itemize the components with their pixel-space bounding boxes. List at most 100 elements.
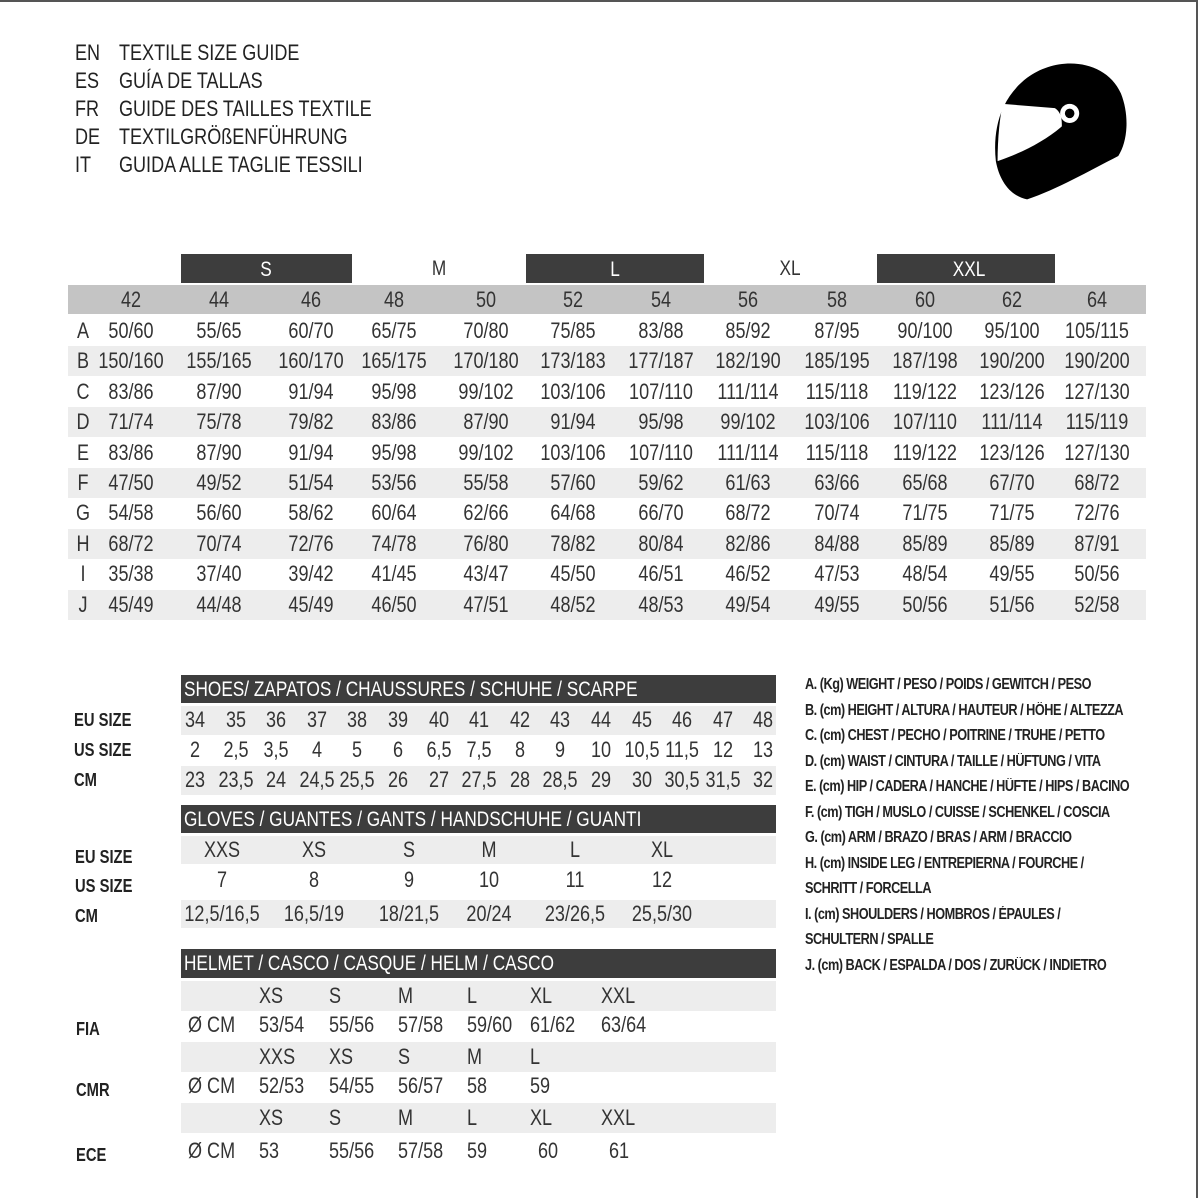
gloves-row-label: CM — [75, 906, 98, 926]
helmet-value: 52/53 — [259, 1073, 305, 1098]
gloves-cell: 10 — [478, 867, 500, 892]
table-cell: 58/62 — [288, 500, 334, 526]
table-cell: 41/45 — [371, 561, 417, 587]
table-cell: 65/75 — [371, 318, 417, 343]
helmet-unit: Ø CM — [188, 1012, 236, 1037]
helmet-value: 57/58 — [398, 1138, 444, 1163]
shoes-cell: 13 — [753, 737, 774, 762]
table-cell: 115/118 — [805, 439, 869, 465]
table-cell: 107/110 — [629, 378, 693, 404]
helmet-size: XS — [329, 1044, 354, 1069]
shoes-cell: 27,5 — [461, 767, 497, 792]
table-cell: 103/106 — [540, 378, 606, 404]
table-cell: 91/94 — [288, 439, 334, 465]
table-cell: 111/114 — [981, 409, 1043, 435]
table-cell: 60/70 — [288, 318, 334, 343]
table-cell: 90/100 — [897, 318, 953, 343]
helmet-size: M — [398, 983, 414, 1008]
table-cell: 119/122 — [893, 378, 957, 404]
size-number: 48 — [383, 287, 405, 312]
shoes-cell: 30 — [631, 767, 652, 792]
table-cell: 48/52 — [550, 591, 596, 617]
helmet-title: HELMET / CASCO / CASQUE / HELM / CASCO — [184, 952, 554, 975]
shoes-cell: 5 — [352, 737, 363, 762]
helmet-value: 59 — [467, 1138, 488, 1163]
size-header-bar — [68, 285, 1146, 314]
gloves-cell: 12,5/16,5 — [184, 901, 260, 926]
table-cell: 115/118 — [805, 378, 869, 404]
helmet-value: 54/55 — [329, 1073, 375, 1098]
size-group-label: XXL — [952, 258, 986, 281]
shoes-cell: 7,5 — [466, 737, 492, 762]
shoes-cell: 34 — [184, 707, 206, 732]
row-label: I — [80, 561, 86, 587]
helmet-size-row-shade — [181, 1103, 776, 1133]
helmet-size: S — [329, 983, 342, 1008]
gloves-cell: XXS — [203, 837, 241, 862]
shoes-cell: 31,5 — [705, 767, 741, 792]
table-cell: 51/54 — [288, 470, 334, 495]
table-cell: 49/55 — [989, 561, 1035, 587]
legend-item: SCHULTERN / SPALLE — [805, 931, 934, 948]
table-cell: 76/80 — [463, 530, 509, 556]
table-cell: 107/110 — [893, 409, 957, 435]
shoes-cell: 36 — [266, 707, 287, 732]
language-code: IT — [75, 152, 92, 177]
gloves-cell: 11 — [565, 867, 585, 892]
helmet-size-row-shade — [181, 1042, 776, 1072]
table-cell: 95/98 — [371, 378, 417, 404]
table-cell: 47/53 — [814, 561, 860, 587]
helmet-value: 57/58 — [398, 1012, 444, 1037]
shoes-cell: 2,5 — [223, 737, 249, 762]
shoes-cell: 29 — [590, 767, 612, 792]
table-cell: 37/40 — [196, 561, 242, 587]
table-row-shade — [68, 468, 1146, 498]
table-cell: 95/98 — [638, 409, 684, 435]
size-number: 62 — [1001, 287, 1023, 312]
table-cell: 47/51 — [463, 591, 509, 617]
size-number: 46 — [300, 287, 322, 312]
table-cell: 49/52 — [196, 470, 242, 495]
shoes-cell: 12 — [712, 737, 733, 762]
table-cell: 127/130 — [1064, 439, 1130, 465]
table-cell: 95/98 — [371, 439, 417, 465]
table-cell: 99/102 — [458, 439, 514, 465]
table-cell: 87/95 — [814, 318, 860, 343]
table-cell: 45/49 — [108, 591, 154, 617]
table-cell: 91/94 — [550, 409, 596, 435]
size-group-label: M — [431, 257, 447, 280]
table-cell: 59/62 — [638, 470, 684, 495]
shoes-cell: 8 — [514, 737, 525, 762]
shoes-cell: 32 — [753, 767, 774, 792]
shoes-row-label: EU SIZE — [74, 710, 132, 730]
shoes-cell: 24 — [266, 767, 287, 792]
gloves-cell: XS — [301, 837, 327, 862]
size-number: 42 — [120, 287, 142, 312]
size-group-label: S — [260, 258, 272, 281]
shoes-cell: 37 — [306, 707, 327, 732]
table-cell: 52/58 — [1074, 591, 1120, 617]
table-cell: 190/200 — [1064, 348, 1130, 374]
shoes-cell: 4 — [311, 737, 322, 762]
helmet-unit: Ø CM — [188, 1138, 236, 1163]
gloves-row-shade — [181, 836, 776, 864]
guide-title: GUIDE DES TAILLES TEXTILE — [119, 96, 372, 121]
language-code: FR — [75, 96, 100, 121]
gloves-cell: 18/21,5 — [378, 901, 440, 926]
table-cell: 50/56 — [902, 591, 948, 617]
size-number: 60 — [914, 287, 936, 312]
table-cell: 46/50 — [371, 591, 417, 617]
helmet-size: S — [329, 1105, 342, 1130]
shoes-cell: 38 — [347, 707, 368, 732]
shoes-row-label: US SIZE — [74, 740, 132, 760]
table-cell: 91/94 — [288, 378, 334, 404]
helmet-value: 56/57 — [398, 1073, 444, 1098]
legend-item: SCHRITT / FORCELLA — [805, 880, 932, 897]
helmet-size: XXL — [601, 983, 636, 1008]
table-cell: 83/86 — [108, 378, 154, 404]
helmet-value: 61 — [609, 1138, 630, 1163]
table-cell: 50/56 — [1074, 561, 1120, 587]
shoes-cell: 6 — [392, 737, 404, 762]
table-cell: 111/114 — [717, 439, 779, 465]
